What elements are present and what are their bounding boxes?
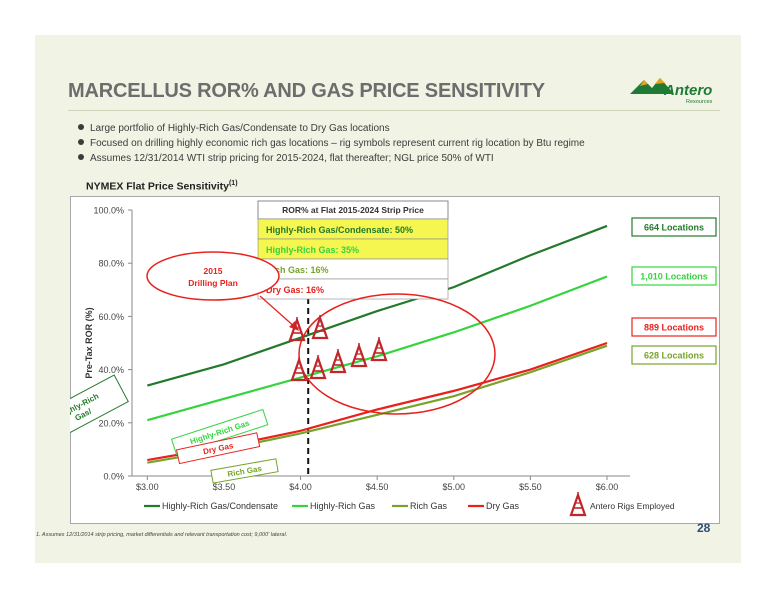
legend-rig-icon: [569, 491, 587, 517]
series-label-3: Rich Gas: [210, 458, 279, 484]
bullet-dot-icon: [78, 124, 84, 130]
y-tick-label: 80.0%: [98, 259, 124, 269]
bullet-text: Focused on drilling highly economic rich…: [90, 138, 585, 149]
rig-icon: [309, 354, 327, 380]
rig-icon-frame: [350, 342, 368, 368]
x-tick-label: $5.50: [519, 482, 542, 492]
rig-icon: [290, 356, 308, 382]
series-label-box: [170, 408, 269, 456]
series-line-0: [147, 224, 608, 387]
bullet-text: Assumes 12/31/2014 WTI strip pricing for…: [90, 153, 494, 164]
location-label-3: 628 Locations: [644, 351, 704, 361]
bullet-text: Large portfolio of Highly-Rich Gas/Conde…: [90, 123, 390, 134]
logo-wordmark: Antero: [663, 82, 712, 99]
y-tick-label: 40.0%: [98, 365, 124, 375]
x-tick-label: $4.00: [289, 482, 312, 492]
y-tick-label: 100.0%: [93, 206, 124, 216]
bullet-dot-icon: [78, 154, 84, 160]
legend-label-1: Highly-Rich Gas: [310, 501, 376, 511]
strip-price-row-2: Rich Gas: 16%: [266, 265, 329, 275]
page-number: 28: [697, 521, 711, 535]
drilling-plan-arrow: [259, 295, 297, 329]
bullet-item: Assumes 12/31/2014 WTI strip pricing for…: [78, 151, 585, 166]
legend-rigs-label: Antero Rigs Employed: [590, 501, 675, 511]
location-label-2: 889 Locations: [644, 323, 704, 333]
drilling-plan-ellipse: [298, 293, 496, 415]
title-rule: [68, 110, 720, 111]
footnote: 1. Assumes 12/31/2014 strip pricing, mar…: [36, 532, 288, 538]
ror-chart: 0.0% 20.0% 40.0% 60.0% 80.0% 100.0% $3.00 $3.50…: [70, 196, 720, 524]
drilling-plan-year: 2015: [204, 266, 223, 276]
rig-icon-frame: [288, 316, 306, 342]
strip-price-row-3: Dry Gas: 16%: [266, 285, 324, 295]
location-box-3: [631, 345, 717, 365]
strip-price-box: ROR% at Flat 2015-2024 Strip Price Highly…: [257, 200, 449, 300]
series-line-1: [147, 275, 608, 422]
legend-label-2: Rich Gas: [410, 501, 448, 511]
rig-icon: [350, 342, 368, 368]
x-tick-label: $5.00: [443, 482, 466, 492]
rig-icon: [288, 316, 306, 342]
x-tick-label: $4.50: [366, 482, 389, 492]
chart-title-text: NYMEX Flat Price Sensitivity: [86, 180, 229, 193]
bullet-item: Large portfolio of Highly-Rich Gas/Conde…: [78, 121, 585, 136]
series-label-box: [70, 374, 129, 446]
y-tick-label: 20.0%: [98, 418, 124, 428]
rig-icon-frame: [290, 356, 308, 382]
legend-label-0: Highly-Rich Gas/Condensate: [162, 501, 278, 511]
legend-label-3: Dry Gas: [486, 501, 520, 511]
strip-price-title: ROR% at Flat 2015-2024 Strip Price: [282, 205, 424, 215]
location-label-0: 664 Locations: [644, 223, 704, 233]
series-label-2: Dry Gas: [175, 432, 261, 465]
drilling-plan-label-ellipse: [146, 251, 280, 301]
rig-icon-frame: [569, 491, 587, 517]
page-title: MARCELLUS ROR% AND GAS PRICE SENSITIVITY: [68, 80, 545, 102]
rig-icon: [311, 314, 329, 340]
rig-icon: [370, 336, 388, 362]
x-tick-label: $6.00: [596, 482, 619, 492]
location-label-1: 1,010 Locations: [640, 272, 708, 282]
rig-icon: [329, 348, 347, 374]
y-axis-label: Pre-Tax ROR (%): [84, 307, 94, 378]
rig-icon-frame: [370, 336, 388, 362]
rig-icon-frame: [329, 348, 347, 374]
x-tick-label: $3.00: [136, 482, 159, 492]
y-tick-label: 60.0%: [98, 312, 124, 322]
series-label-box: [210, 458, 279, 484]
logo-subtitle: Resources: [686, 99, 713, 105]
chart-title-footnote-ref: (1): [228, 180, 238, 187]
location-box-2: [631, 317, 717, 337]
antero-logo: Antero Resources: [630, 78, 713, 105]
chart-title: NYMEX Flat Price Sensitivity(1): [86, 180, 238, 193]
strip-price-row-0: Highly-Rich Gas/Condensate: 50%: [266, 225, 413, 235]
strip-price-row-1: Highly-Rich Gas: 35%: [266, 245, 359, 255]
location-box-0: [631, 217, 717, 237]
bullet-dot-icon: [78, 139, 84, 145]
rig-icon-frame: [311, 314, 329, 340]
location-box-1: [631, 266, 717, 286]
series-label-box: [175, 432, 261, 465]
bullet-list: Large portfolio of Highly-Rich Gas/Conde…: [78, 121, 585, 166]
bullet-item: Focused on drilling highly economic rich…: [78, 136, 585, 151]
rig-icon-frame: [309, 354, 327, 380]
x-tick-label: $3.50: [213, 482, 236, 492]
drilling-plan-text: Drilling Plan: [188, 278, 238, 288]
y-tick-label: 0.0%: [103, 472, 124, 482]
